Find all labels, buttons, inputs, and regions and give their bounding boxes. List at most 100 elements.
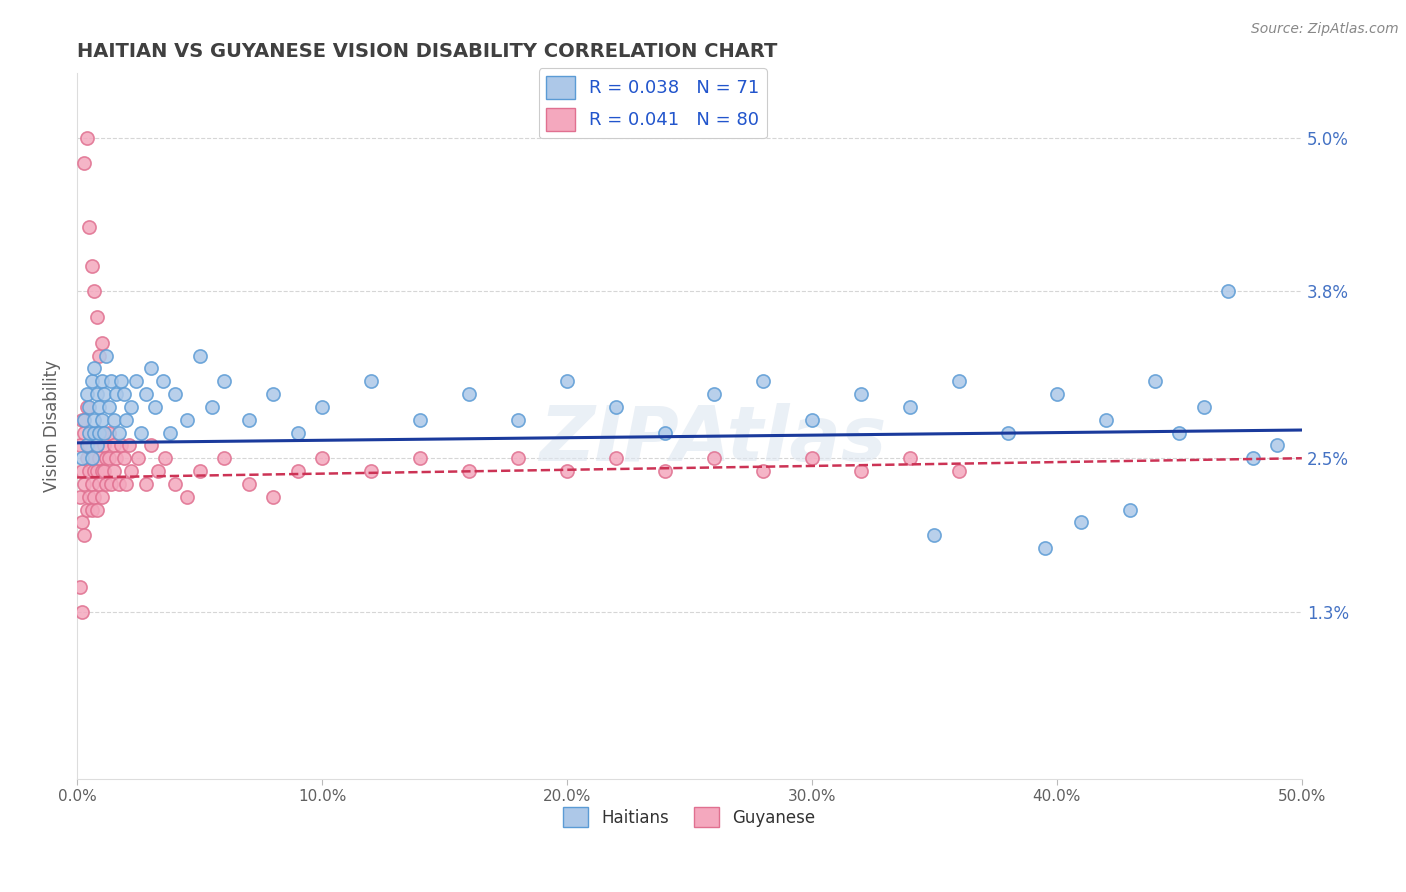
Point [76,400,98,414]
Point [69,490,91,504]
Point [100,476,122,491]
Point [188,464,211,478]
Point [898,400,921,414]
Point [83,490,105,504]
Point [1218,285,1240,299]
Point [79,464,101,478]
Point [76,387,98,401]
Point [86,502,108,516]
Point [1143,374,1166,388]
Point [129,425,152,440]
Point [145,400,167,414]
Point [997,425,1019,440]
Point [262,490,284,504]
Point [93,464,115,478]
Point [1095,413,1118,427]
Point [86,464,108,478]
Point [165,387,187,401]
Point [605,451,627,466]
Point [849,464,872,478]
Point [90,464,112,478]
Point [1033,541,1056,555]
Point [125,374,148,388]
Point [703,387,725,401]
Point [90,425,112,440]
Point [117,438,139,452]
Point [1119,502,1142,516]
Point [80,259,103,273]
Point [1046,387,1069,401]
Text: Source: ZipAtlas.com: Source: ZipAtlas.com [1251,22,1399,37]
Point [311,451,333,466]
Point [70,605,93,619]
Point [849,387,872,401]
Point [287,464,309,478]
Point [112,451,135,466]
Point [165,476,187,491]
Point [176,490,198,504]
Point [79,425,101,440]
Point [948,374,970,388]
Point [110,374,132,388]
Point [360,464,382,478]
Point [97,400,120,414]
Point [409,451,432,466]
Point [120,400,142,414]
Point [703,451,725,466]
Point [1192,400,1215,414]
Point [79,490,101,504]
Point [90,374,112,388]
Point [79,438,101,452]
Point [83,361,105,376]
Point [103,438,125,452]
Point [96,476,118,491]
Point [76,438,98,452]
Point [287,425,309,440]
Point [898,451,921,466]
Point [89,400,111,414]
Point [1265,438,1288,452]
Point [800,413,823,427]
Legend: Haitians, Guyanese: Haitians, Guyanese [557,800,823,834]
Text: ZIPAtlas: ZIPAtlas [540,403,887,477]
Point [120,464,142,478]
Point [948,464,970,478]
Point [86,310,108,325]
Point [115,476,138,491]
Point [152,374,174,388]
Point [73,413,96,427]
Point [80,374,103,388]
Point [1241,451,1264,466]
Point [103,413,125,427]
Point [80,476,103,491]
Point [89,476,111,491]
Point [76,502,98,516]
Point [70,516,93,530]
Point [112,387,135,401]
Point [79,400,101,414]
Point [69,580,91,594]
Point [80,502,103,516]
Point [139,438,162,452]
Point [90,490,112,504]
Point [83,425,105,440]
Point [70,413,93,427]
Point [76,451,98,466]
Point [86,387,108,401]
Point [70,451,93,466]
Point [1168,425,1191,440]
Point [752,374,775,388]
Point [86,438,108,452]
Point [146,464,169,478]
Point [555,374,578,388]
Point [654,464,676,478]
Point [555,464,578,478]
Point [93,438,115,452]
Point [506,413,529,427]
Point [86,438,108,452]
Point [80,451,103,466]
Point [73,528,96,542]
Point [115,413,138,427]
Point [238,413,260,427]
Point [107,425,129,440]
